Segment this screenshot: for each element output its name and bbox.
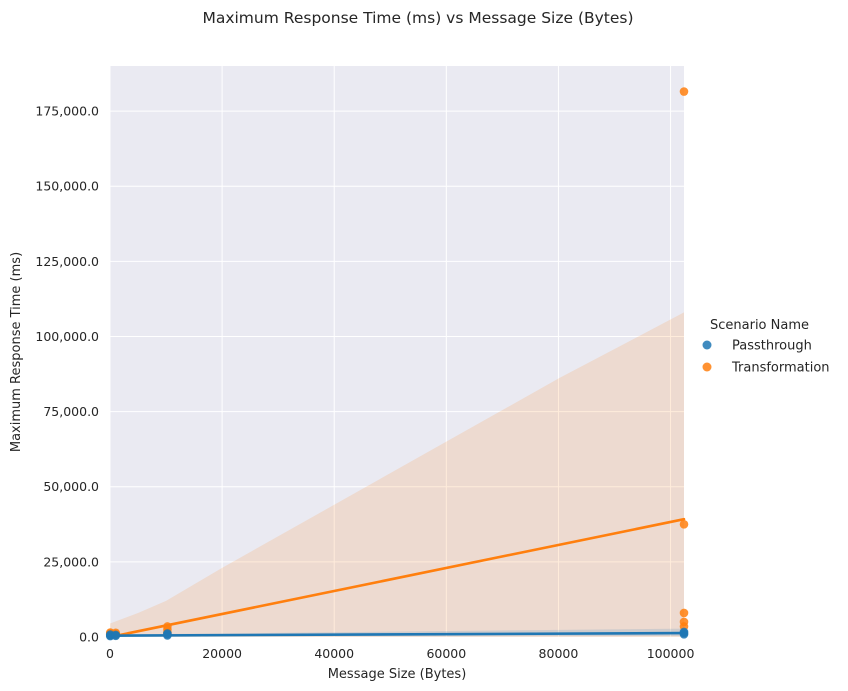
legend-items: Passthrough Transformation [702, 339, 830, 376]
point-transformation [679, 520, 689, 529]
y-tick-labels: 0.0 25,000.0 50,000.0 75,000.0 100,000.0 125,… [35, 104, 99, 645]
plot-area [110, 66, 684, 637]
y-tick-label: 0.0 [79, 630, 99, 645]
grid-lines [109, 66, 684, 638]
data-points [105, 87, 689, 641]
y-tick-label: 100,000.0 [35, 329, 99, 344]
point-transformation [163, 622, 172, 631]
y-tick-label: 175,000.0 [35, 104, 99, 119]
x-axis-label: Message Size (Bytes) [328, 667, 467, 682]
y-tick-label: 50,000.0 [43, 479, 99, 494]
legend-title: Scenario Name [710, 318, 809, 333]
x-tick-labels: 0 20000 40000 60000 80000 100000 [106, 646, 694, 661]
x-tick-label: 40000 [314, 646, 354, 661]
x-tick-label: 20000 [202, 646, 242, 661]
y-axis-label: Maximum Response Time (ms) [9, 252, 24, 452]
regression-line-passthrough [108, 631, 686, 637]
point-passthrough [679, 627, 689, 637]
legend-marker-transformation [702, 362, 712, 372]
x-tick-label: 100000 [647, 646, 695, 661]
y-tick-label: 125,000.0 [35, 254, 99, 269]
point-transformation [679, 87, 689, 96]
point-transformation [679, 608, 689, 618]
y-tick-label: 75,000.0 [43, 404, 99, 419]
legend: Scenario Name Passthrough Transformation [702, 318, 830, 376]
confidence-band-transformation [110, 312, 684, 637]
legend-marker-passthrough [702, 340, 712, 350]
y-tick-label: 25,000.0 [43, 554, 99, 569]
chart-title: Maximum Response Time (ms) vs Message Si… [202, 9, 633, 27]
legend-label-transformation: Transformation [731, 361, 830, 376]
x-tick-label: 0 [106, 646, 114, 661]
regression-lines [108, 517, 686, 639]
x-tick-label: 80000 [539, 646, 579, 661]
point-passthrough [163, 629, 172, 638]
y-tick-label: 150,000.0 [35, 179, 99, 194]
point-passthrough [111, 630, 121, 640]
regression-line-transformation [108, 517, 686, 639]
point-transformation [679, 617, 689, 627]
x-tick-label: 60000 [426, 646, 466, 661]
legend-label-passthrough: Passthrough [732, 339, 812, 354]
